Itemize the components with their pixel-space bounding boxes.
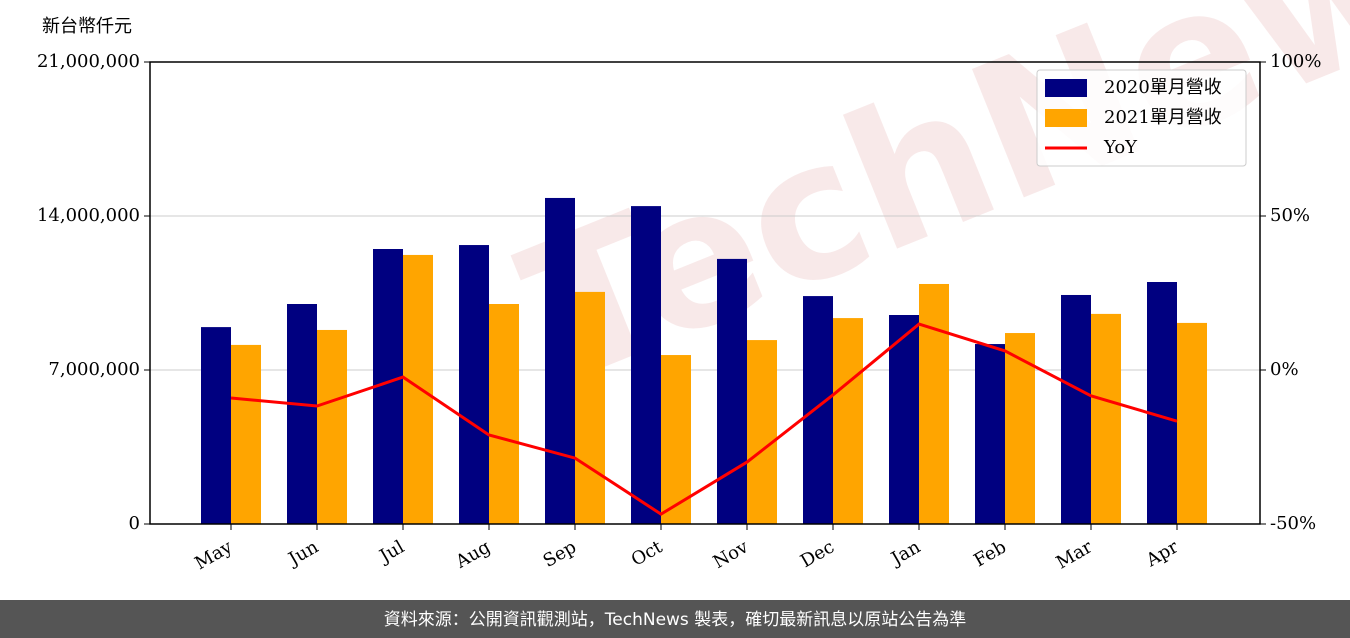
bar xyxy=(1147,282,1177,524)
y-tick-label: 0 xyxy=(129,513,140,534)
x-tick-label: Jul xyxy=(374,536,408,568)
bar xyxy=(459,245,489,525)
x-tick-label: Dec xyxy=(797,536,838,572)
bar xyxy=(1177,322,1207,524)
x-tick-label: Nov xyxy=(710,536,753,573)
x-tick-label: Aug xyxy=(451,536,494,573)
bar xyxy=(575,291,605,524)
bar xyxy=(717,258,747,524)
x-tick-label: Feb xyxy=(970,536,1010,571)
y2-tick-label: 50% xyxy=(1270,205,1310,226)
yoy-line xyxy=(230,322,1178,516)
plot-frame xyxy=(149,61,1261,525)
legend-swatch xyxy=(1045,109,1087,127)
footer-band xyxy=(0,600,1350,638)
bar xyxy=(231,344,261,524)
bar xyxy=(661,355,691,524)
x-tick-label: Oct xyxy=(628,536,667,571)
y-tick-label: 21,000,000 xyxy=(37,51,140,72)
bar xyxy=(803,296,833,524)
bar xyxy=(403,254,433,524)
x-tick-label: Mar xyxy=(1053,536,1097,573)
bar xyxy=(919,283,949,524)
bar xyxy=(287,304,317,524)
x-tick-label: Sep xyxy=(540,536,580,571)
bar xyxy=(489,304,519,524)
footer: 資料來源：公開資訊觀測站，TechNews 製表，確切最新訊息以原站公告為準 xyxy=(384,610,966,630)
bar xyxy=(545,197,575,524)
x-tick-label: Jun xyxy=(283,536,322,571)
y2-tick-label: -50% xyxy=(1270,513,1316,534)
bar xyxy=(747,340,777,524)
bar xyxy=(1005,333,1035,524)
bar xyxy=(201,327,231,524)
legend-label: YoY xyxy=(1103,137,1138,158)
legend-label: 2021單月營收 xyxy=(1104,107,1222,128)
bar xyxy=(833,318,863,524)
legend-label: 2020單月營收 xyxy=(1104,77,1222,98)
bar xyxy=(1091,313,1121,524)
bar xyxy=(889,315,919,524)
y-axis-label: 新台幣仟元 xyxy=(42,16,132,37)
legend-swatch xyxy=(1045,79,1087,97)
bar xyxy=(975,344,1005,524)
legend-box xyxy=(1036,69,1247,167)
x-tick-label: May xyxy=(191,536,236,574)
x-tick-label: Apr xyxy=(1142,536,1182,571)
y2-tick-label: 0% xyxy=(1270,359,1299,380)
x-tick-label: Jan xyxy=(886,536,924,570)
bar xyxy=(1061,294,1091,524)
bar xyxy=(317,329,347,524)
y-tick-label: 7,000,000 xyxy=(48,359,140,380)
bar xyxy=(631,206,661,524)
y-tick-label: 14,000,000 xyxy=(37,205,140,226)
y2-tick-label: 100% xyxy=(1270,51,1321,72)
